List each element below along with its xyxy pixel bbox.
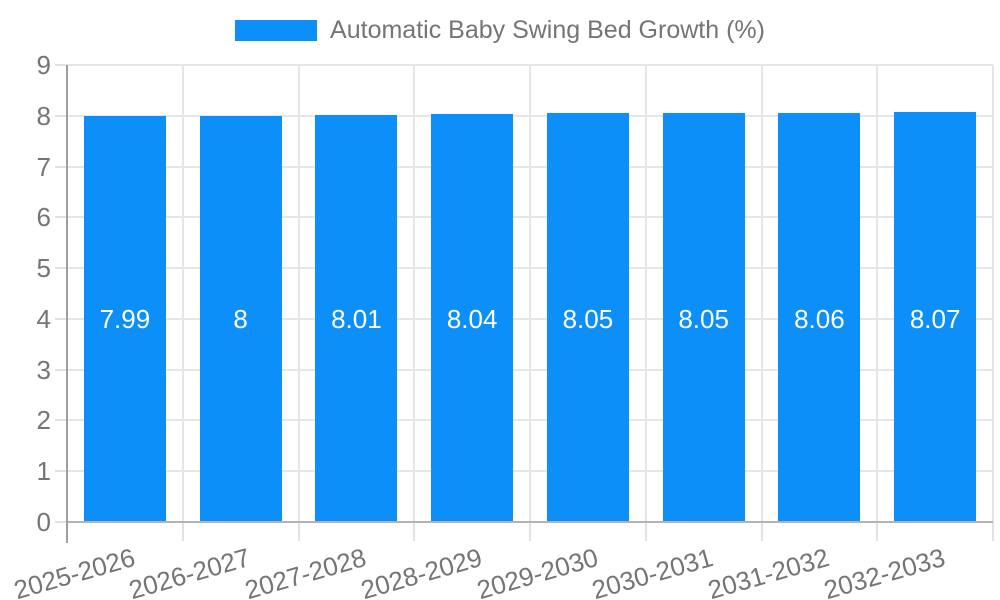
- gridline-vertical: [529, 65, 531, 522]
- x-axis-label: 2031-2032: [704, 542, 833, 600]
- y-axis-tick: [55, 216, 67, 219]
- y-axis-label: 7: [36, 151, 51, 182]
- x-axis-tick: [297, 522, 300, 541]
- bar: [778, 112, 861, 522]
- y-axis-label: 6: [36, 202, 51, 233]
- x-axis-tick: [760, 522, 763, 541]
- y-axis-tick: [55, 419, 67, 422]
- bar: [662, 113, 745, 522]
- legend-swatch: [235, 20, 318, 41]
- y-axis-tick: [55, 521, 67, 523]
- legend: Automatic Baby Swing Bed Growth (%): [0, 16, 1000, 45]
- x-axis-label: 2025-2026: [10, 542, 138, 600]
- y-axis-line: [66, 65, 68, 543]
- bar-value-label: 8.01: [331, 304, 382, 334]
- x-axis-label: 2026-2027: [125, 542, 254, 600]
- x-axis-tick: [644, 522, 647, 541]
- bar: [199, 115, 282, 522]
- y-axis-tick: [55, 470, 67, 473]
- x-axis-label: 2029-2030: [473, 542, 601, 600]
- x-axis-label: 2028-2029: [357, 542, 486, 600]
- bar: [83, 116, 166, 522]
- legend-label: Automatic Baby Swing Bed Growth (%): [330, 16, 765, 44]
- gridline-vertical: [413, 65, 416, 522]
- bar-value-label: 8: [233, 304, 248, 334]
- y-axis-tick: [55, 317, 67, 320]
- x-axis-label: 2030-2031: [588, 542, 717, 600]
- bar-value-label: 8.05: [562, 304, 614, 334]
- y-axis-label: 8: [36, 100, 51, 131]
- bar-value-label: 8.04: [446, 304, 498, 334]
- x-axis-label: 2027-2028: [241, 542, 370, 600]
- x-axis-tick: [876, 522, 879, 541]
- bar: [546, 113, 629, 522]
- y-axis-label: 0: [36, 507, 51, 537]
- x-axis-line: [67, 521, 993, 523]
- x-axis-tick: [181, 522, 184, 541]
- gridline-vertical: [876, 65, 879, 522]
- y-axis-tick: [55, 165, 67, 168]
- bar-value-label: 8.06: [794, 304, 845, 334]
- gridline-vertical: [181, 65, 184, 522]
- y-axis-label: 2: [36, 405, 51, 436]
- y-axis-label: 3: [36, 354, 51, 385]
- y-axis-tick: [55, 267, 67, 270]
- bar: [894, 112, 977, 522]
- bar: [315, 115, 398, 522]
- gridline-vertical: [992, 65, 994, 522]
- x-axis-tick: [992, 522, 994, 541]
- bar: [431, 113, 514, 522]
- y-axis-tick: [55, 114, 67, 117]
- y-axis-label: 1: [36, 456, 51, 487]
- y-axis-label: 4: [36, 303, 51, 334]
- x-axis-tick: [413, 522, 416, 541]
- gridline-vertical: [297, 65, 300, 522]
- bar-value-label: 8.05: [678, 304, 729, 334]
- y-axis-tick: [55, 368, 67, 371]
- y-axis-tick: [55, 64, 67, 66]
- bar-value-label: 8.07: [909, 304, 961, 334]
- x-axis-tick: [529, 522, 531, 541]
- gridline-vertical: [760, 65, 763, 522]
- gridline-vertical: [644, 65, 647, 522]
- x-axis-label: 2032-2033: [820, 542, 949, 600]
- y-axis-label: 9: [36, 50, 51, 80]
- y-axis-label: 5: [36, 253, 51, 284]
- bar-value-label: 7.99: [99, 304, 151, 334]
